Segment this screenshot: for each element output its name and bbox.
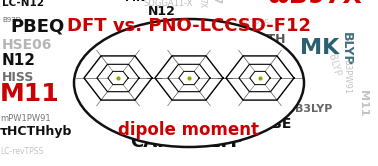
Text: dipole moment: dipole moment xyxy=(118,121,260,139)
Text: BLYP: BLYP xyxy=(326,53,342,78)
Text: LC-revTPSS: LC-revTPSS xyxy=(0,147,43,156)
Text: LC-N12: LC-N12 xyxy=(2,0,44,8)
Text: HISS: HISS xyxy=(2,71,34,84)
Text: SOGGA11-X: SOGGA11-X xyxy=(143,0,192,8)
Text: HSE06: HSE06 xyxy=(2,38,53,52)
Text: revTPSS: revTPSS xyxy=(238,19,269,28)
Text: DFT vs. PNO-LCCSD-F12: DFT vs. PNO-LCCSD-F12 xyxy=(67,17,311,35)
Text: CAM-B3LYP: CAM-B3LYP xyxy=(130,133,243,151)
Text: ωB97X: ωB97X xyxy=(268,0,363,8)
Text: M11: M11 xyxy=(358,89,368,116)
Text: BLYP: BLYP xyxy=(340,32,353,66)
Ellipse shape xyxy=(74,19,304,147)
Text: N12: N12 xyxy=(2,53,36,68)
Text: B3PW91: B3PW91 xyxy=(342,59,351,94)
Text: B3LYP: B3LYP xyxy=(295,104,332,114)
Text: N12: N12 xyxy=(148,5,176,18)
Text: B97D: B97D xyxy=(2,17,21,23)
Text: MK: MK xyxy=(300,38,339,58)
Text: τHCTH: τHCTH xyxy=(240,33,287,46)
Text: τHCTHhyb: τHCTHhyb xyxy=(0,125,72,138)
Text: MN: MN xyxy=(125,0,145,3)
Text: M06: M06 xyxy=(175,18,200,28)
Text: PBEQ: PBEQ xyxy=(10,17,64,35)
Text: M11: M11 xyxy=(0,82,60,106)
Text: ωB97: ωB97 xyxy=(212,0,222,4)
Text: mPW1PW91: mPW1PW91 xyxy=(0,114,51,123)
Text: PBE: PBE xyxy=(262,117,292,131)
Text: 7X: 7X xyxy=(197,0,206,8)
